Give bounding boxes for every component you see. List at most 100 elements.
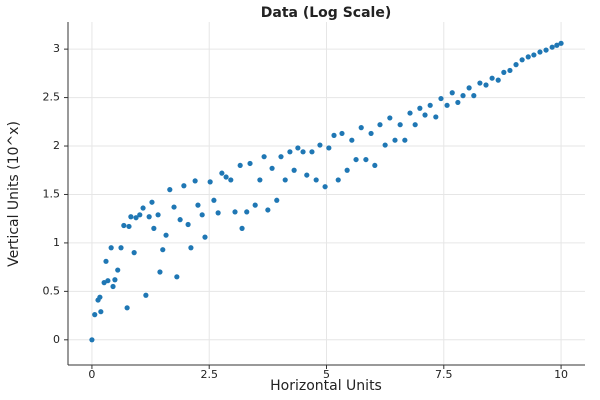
point: [460, 93, 466, 99]
point: [519, 57, 525, 63]
point: [195, 202, 201, 208]
point: [98, 309, 104, 315]
point: [174, 274, 180, 280]
point: [344, 167, 350, 173]
point: [185, 221, 191, 228]
point: [215, 210, 221, 216]
point: [387, 115, 393, 121]
y-tick-label: 3: [53, 42, 60, 55]
point: [477, 80, 483, 86]
y-tick-label: 2.5: [43, 91, 61, 104]
point: [322, 184, 328, 190]
point: [140, 205, 146, 211]
chart-title: Data (Log Scale): [261, 5, 391, 21]
point: [97, 294, 103, 300]
point: [131, 250, 137, 256]
point: [103, 258, 109, 264]
point: [257, 177, 263, 183]
x-tick-label: 5: [323, 368, 330, 381]
point: [252, 202, 258, 208]
point: [228, 177, 234, 183]
point: [291, 167, 297, 173]
point: [146, 214, 152, 220]
point: [507, 67, 513, 74]
y-tick-label: 0.5: [43, 284, 61, 297]
x-tick-label: 2.5: [200, 368, 218, 381]
point: [313, 177, 319, 183]
point: [115, 267, 121, 273]
point: [558, 40, 564, 46]
y-tick-label: 0: [53, 333, 60, 346]
point: [232, 209, 238, 215]
point: [335, 177, 341, 183]
point: [471, 93, 477, 99]
point: [133, 215, 139, 221]
point: [211, 197, 217, 203]
point: [171, 204, 177, 210]
point: [274, 197, 280, 203]
point: [202, 234, 208, 240]
point: [149, 199, 155, 205]
x-axis-label: Horizontal Units: [270, 378, 382, 394]
point: [181, 183, 187, 189]
point: [402, 137, 408, 143]
point: [483, 82, 489, 88]
point: [143, 292, 149, 298]
point: [549, 44, 555, 50]
point: [372, 162, 378, 169]
point: [244, 209, 250, 215]
point: [112, 277, 118, 283]
point: [295, 145, 301, 151]
point: [219, 170, 225, 176]
point: [397, 122, 403, 128]
point: [537, 49, 543, 55]
point: [121, 222, 127, 229]
point: [417, 105, 423, 111]
point: [368, 130, 374, 137]
point: [237, 162, 243, 169]
point: [309, 149, 315, 155]
point: [407, 110, 413, 116]
point: [349, 137, 355, 143]
y-axis-label: Vertical Units (10^x): [6, 121, 22, 267]
point: [105, 278, 111, 284]
point: [110, 283, 116, 290]
point: [199, 212, 205, 218]
point: [89, 337, 95, 343]
point: [427, 102, 433, 108]
point: [489, 75, 495, 81]
y-tick-label: 1.5: [43, 187, 61, 200]
point: [124, 305, 130, 311]
point: [422, 112, 428, 118]
point: [382, 142, 388, 148]
point: [466, 85, 472, 91]
point: [412, 122, 418, 128]
point: [223, 174, 229, 180]
point: [495, 77, 501, 83]
y-tick-label: 1: [53, 236, 60, 249]
point: [126, 223, 132, 230]
point: [358, 125, 364, 131]
point: [177, 217, 183, 223]
point: [331, 132, 337, 138]
point: [525, 54, 531, 60]
point: [188, 245, 194, 251]
point: [92, 312, 98, 318]
point: [137, 212, 143, 218]
point: [353, 156, 359, 163]
point: [444, 102, 450, 108]
point: [543, 47, 549, 53]
point: [207, 179, 213, 185]
point: [157, 269, 163, 275]
point: [317, 142, 323, 148]
point: [326, 145, 332, 151]
point: [128, 214, 134, 220]
x-tick-label: 7.5: [435, 368, 453, 381]
point: [339, 130, 345, 137]
point: [377, 122, 383, 128]
point: [455, 99, 461, 106]
point: [449, 90, 455, 96]
point: [155, 212, 161, 218]
point: [501, 69, 507, 75]
